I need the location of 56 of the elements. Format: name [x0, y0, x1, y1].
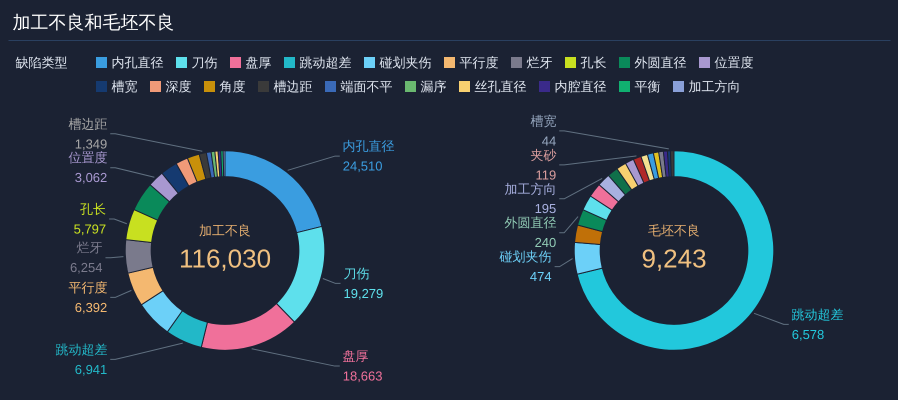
text: 116,030 — [178, 243, 272, 274]
data-label: 3,062 — [74, 170, 108, 186]
data-label: 5,797 — [74, 221, 106, 236]
chart-title: 加工不良和毛坯不良 — [12, 12, 174, 32]
legend-label: 外圆直径 — [634, 55, 686, 70]
legend-label: 位置度 — [714, 55, 754, 70]
legend-label: 内腔直径 — [554, 79, 606, 94]
legend-label: 槽宽 — [112, 79, 138, 94]
text: 加工不良 — [199, 223, 251, 238]
legend-label: 跳动超差 — [300, 55, 352, 70]
slice-label: 槽宽 — [530, 113, 556, 128]
legend-label: 内孔直径 — [112, 55, 164, 70]
slice-label: 烂牙 — [76, 240, 102, 256]
data-label: 6,254 — [70, 260, 102, 276]
text: 9,243 — [641, 243, 707, 274]
legend-label: 槽边距 — [274, 79, 312, 94]
slice-label: 位置度 — [68, 150, 108, 166]
legend-label: 端面不平 — [340, 79, 392, 94]
legend-label: 丝孔直径 — [474, 79, 526, 94]
slice-label: 孔长 — [80, 202, 106, 217]
data-label: 24,510 — [342, 158, 383, 174]
slice-label: 刀伤 — [344, 266, 370, 281]
legend-label: 加工方向 — [688, 79, 740, 94]
slice-label: 碰划夹伤 — [498, 249, 552, 264]
legend-label: 平衡 — [634, 79, 660, 94]
data-label: 1,349 — [74, 136, 108, 152]
legend-label: 盘厚 — [246, 55, 272, 70]
data-label: 6,392 — [74, 300, 108, 315]
legend-label: 刀伤 — [192, 55, 218, 70]
data-label: 6,941 — [74, 362, 108, 377]
slice-label: 盘厚 — [342, 348, 369, 364]
legend-label: 漏序 — [420, 79, 446, 94]
legend-label: 深度 — [166, 79, 192, 94]
slice-label: 加工方向 — [504, 181, 556, 196]
legend-title: 缺陷类型 — [16, 55, 68, 70]
data-label: 119 — [536, 167, 556, 182]
slice-label: 夹砂 — [530, 147, 556, 162]
slice-label: 跳动超差 — [55, 342, 108, 357]
data-label: 18,663 — [342, 368, 383, 384]
data-label: 195 — [534, 201, 556, 216]
data-label: 474 — [530, 269, 552, 284]
legend-label: 烂牙 — [526, 55, 552, 70]
legend-label: 平行度 — [460, 55, 498, 70]
slice-label: 外圆直径 — [504, 215, 556, 230]
slice-label: 槽边距 — [68, 116, 108, 132]
data-label: 19,279 — [344, 286, 384, 301]
slice-label: 跳动超差 — [792, 306, 844, 322]
legend-label: 角度 — [220, 79, 246, 94]
slice-label: 平行度 — [68, 280, 108, 295]
slice-label: 内孔直径 — [342, 138, 395, 154]
legend-label: 孔长 — [580, 55, 606, 70]
data-label: 44 — [542, 133, 556, 148]
text: 毛坯不良 — [648, 223, 700, 238]
legend-label: 碰划夹伤 — [378, 55, 432, 70]
data-label: 6,578 — [792, 326, 824, 342]
data-label: 240 — [534, 235, 556, 250]
